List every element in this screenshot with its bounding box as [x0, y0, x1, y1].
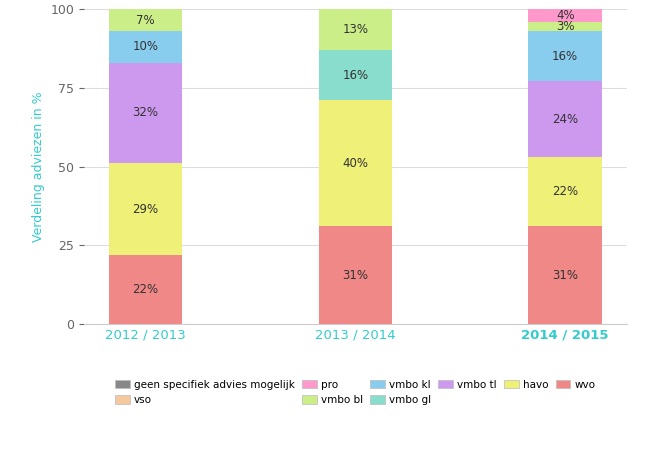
Bar	[109, 163, 182, 255]
Text: 16%: 16%	[552, 50, 578, 63]
Bar	[528, 157, 602, 226]
Text: 3%: 3%	[556, 20, 574, 33]
Text: 4%: 4%	[556, 9, 574, 22]
Text: 32%: 32%	[132, 107, 158, 119]
Bar	[318, 50, 392, 100]
Text: 10%: 10%	[132, 40, 158, 53]
Legend: geen specifiek advies mogelijk, vso, pro, vmbo bl, vmbo kl, vmbo gl, vmbo tl, ha: geen specifiek advies mogelijk, vso, pro…	[115, 380, 596, 405]
Bar	[109, 63, 182, 163]
Bar	[528, 31, 602, 81]
Bar	[528, 226, 602, 324]
Bar	[528, 81, 602, 157]
Text: 7%: 7%	[136, 14, 154, 27]
Text: 31%: 31%	[552, 269, 578, 282]
Bar	[109, 255, 182, 324]
Text: 16%: 16%	[342, 69, 368, 81]
Text: 31%: 31%	[342, 269, 368, 282]
Text: 24%: 24%	[552, 113, 578, 126]
Bar	[528, 22, 602, 31]
Bar	[318, 226, 392, 324]
Bar	[109, 31, 182, 63]
Bar	[109, 9, 182, 31]
Text: 22%: 22%	[132, 283, 158, 296]
Text: 40%: 40%	[342, 157, 368, 170]
Bar	[318, 9, 392, 50]
Bar	[318, 100, 392, 226]
Bar	[528, 9, 602, 22]
Text: 13%: 13%	[342, 23, 368, 36]
Y-axis label: Verdeling adviezen in %: Verdeling adviezen in %	[32, 91, 45, 242]
Text: 22%: 22%	[552, 185, 578, 198]
Text: 29%: 29%	[132, 202, 158, 216]
